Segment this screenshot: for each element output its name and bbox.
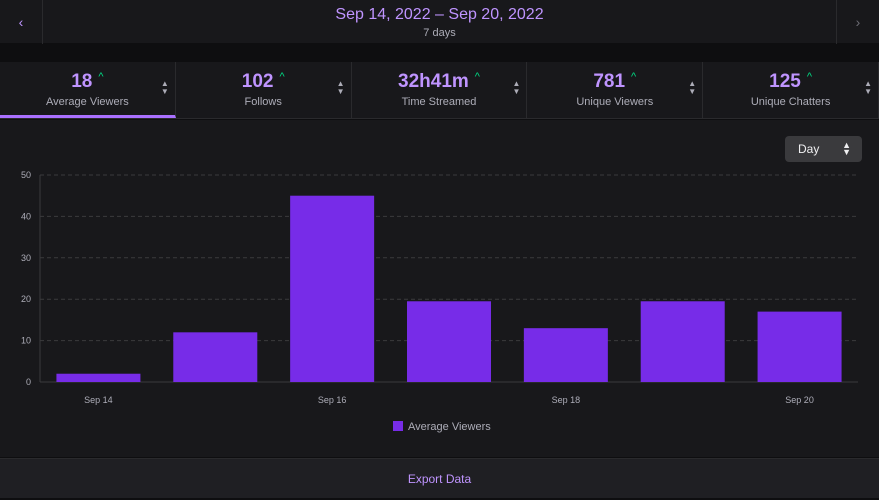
y-tick-label: 20 (21, 294, 31, 304)
stat-value: 32h41m (398, 71, 469, 92)
trend-up-icon: ^ (631, 71, 637, 83)
sort-icon: ▲ ▼ (864, 79, 872, 96)
stat-label: Time Streamed (401, 96, 477, 108)
y-tick-label: 30 (21, 253, 31, 263)
previous-period-button[interactable]: ‹ (0, 0, 43, 44)
stat-label: Follows (244, 96, 282, 108)
legend-swatch (393, 421, 403, 431)
trend-up-icon: ^ (279, 71, 285, 83)
sort-icon: ▲ ▼ (512, 79, 521, 96)
trend-up-icon: ^ (474, 71, 480, 83)
x-tick-label: Sep 14 (84, 395, 113, 405)
y-tick-label: 10 (21, 336, 31, 346)
sort-icon: ▲ ▼ (688, 79, 697, 96)
sort-icon: ▲ ▼ (336, 79, 345, 96)
stat-tab-unique-viewers[interactable]: 781 ^ Unique Viewers ▲ ▼ (527, 62, 704, 118)
stat-label: Unique Viewers (576, 96, 654, 108)
trend-up-icon: ^ (98, 71, 104, 83)
next-period-button[interactable]: › (836, 0, 879, 44)
date-range-title: Sep 14, 2022 – Sep 20, 2022 (335, 6, 544, 23)
date-range: Sep 14, 2022 – Sep 20, 2022 7 days (43, 0, 836, 43)
interval-select[interactable]: Day ▲ ▼ (785, 136, 862, 162)
y-tick-label: 50 (21, 170, 31, 180)
x-tick-label: Sep 18 (552, 395, 581, 405)
chevron-right-icon: › (855, 14, 861, 30)
bar-sep-15[interactable] (173, 332, 258, 382)
chevron-up-down-icon: ▲ ▼ (842, 140, 851, 157)
stat-value: 125 (769, 71, 801, 92)
interval-select-value: Day (798, 142, 820, 156)
stat-value: 18 (71, 71, 93, 92)
stat-label: Unique Chatters (750, 96, 831, 108)
bar-sep-17[interactable] (407, 301, 491, 382)
stat-tab-average-viewers[interactable]: 18 ^ Average Viewers ▲ ▼ (0, 62, 176, 118)
stat-tab-time-streamed[interactable]: 32h41m ^ Time Streamed ▲ ▼ (352, 62, 528, 118)
sort-icon: ▲ ▼ (160, 79, 169, 96)
export-data-button[interactable]: Export Data (0, 458, 879, 498)
x-tick-label: Sep 20 (785, 395, 814, 405)
legend-label[interactable]: Average Viewers (408, 421, 491, 433)
chart-panel (0, 120, 879, 457)
stat-tab-follows[interactable]: 102 ^ Follows ▲ ▼ (176, 62, 352, 118)
stat-label: Average Viewers (46, 96, 129, 108)
y-tick-label: 40 (21, 211, 31, 221)
stats-tabs: 18 ^ Average Viewers ▲ ▼ 102 ^ Follows ▲ ▼ 32h… (0, 62, 879, 119)
stat-value: 781 (593, 71, 626, 92)
bar-sep-19[interactable] (640, 301, 725, 382)
trend-up-icon: ^ (806, 71, 813, 83)
date-range-duration: 7 days (423, 27, 456, 39)
bar-sep-16[interactable] (290, 195, 375, 382)
bar-sep-18[interactable] (523, 328, 608, 382)
bar-sep-20[interactable] (757, 311, 842, 382)
stat-tab-unique-chatters[interactable]: 125 ^ Unique Chatters ▲ ▼ (703, 62, 879, 118)
y-tick-label: 0 (26, 377, 31, 387)
chevron-left-icon: ‹ (18, 14, 24, 30)
x-tick-label: Sep 16 (318, 395, 347, 405)
bar-chart: 0 10 20 30 40 50 Sep 14 Sep 16 Sep 18 Sep 20 Avera… (21, 170, 858, 433)
bar-sep-14[interactable] (56, 373, 141, 382)
stat-value: 102 (241, 71, 274, 92)
date-navigator: ‹ Sep 14, 2022 – Sep 20, 2022 7 days › (0, 0, 879, 44)
